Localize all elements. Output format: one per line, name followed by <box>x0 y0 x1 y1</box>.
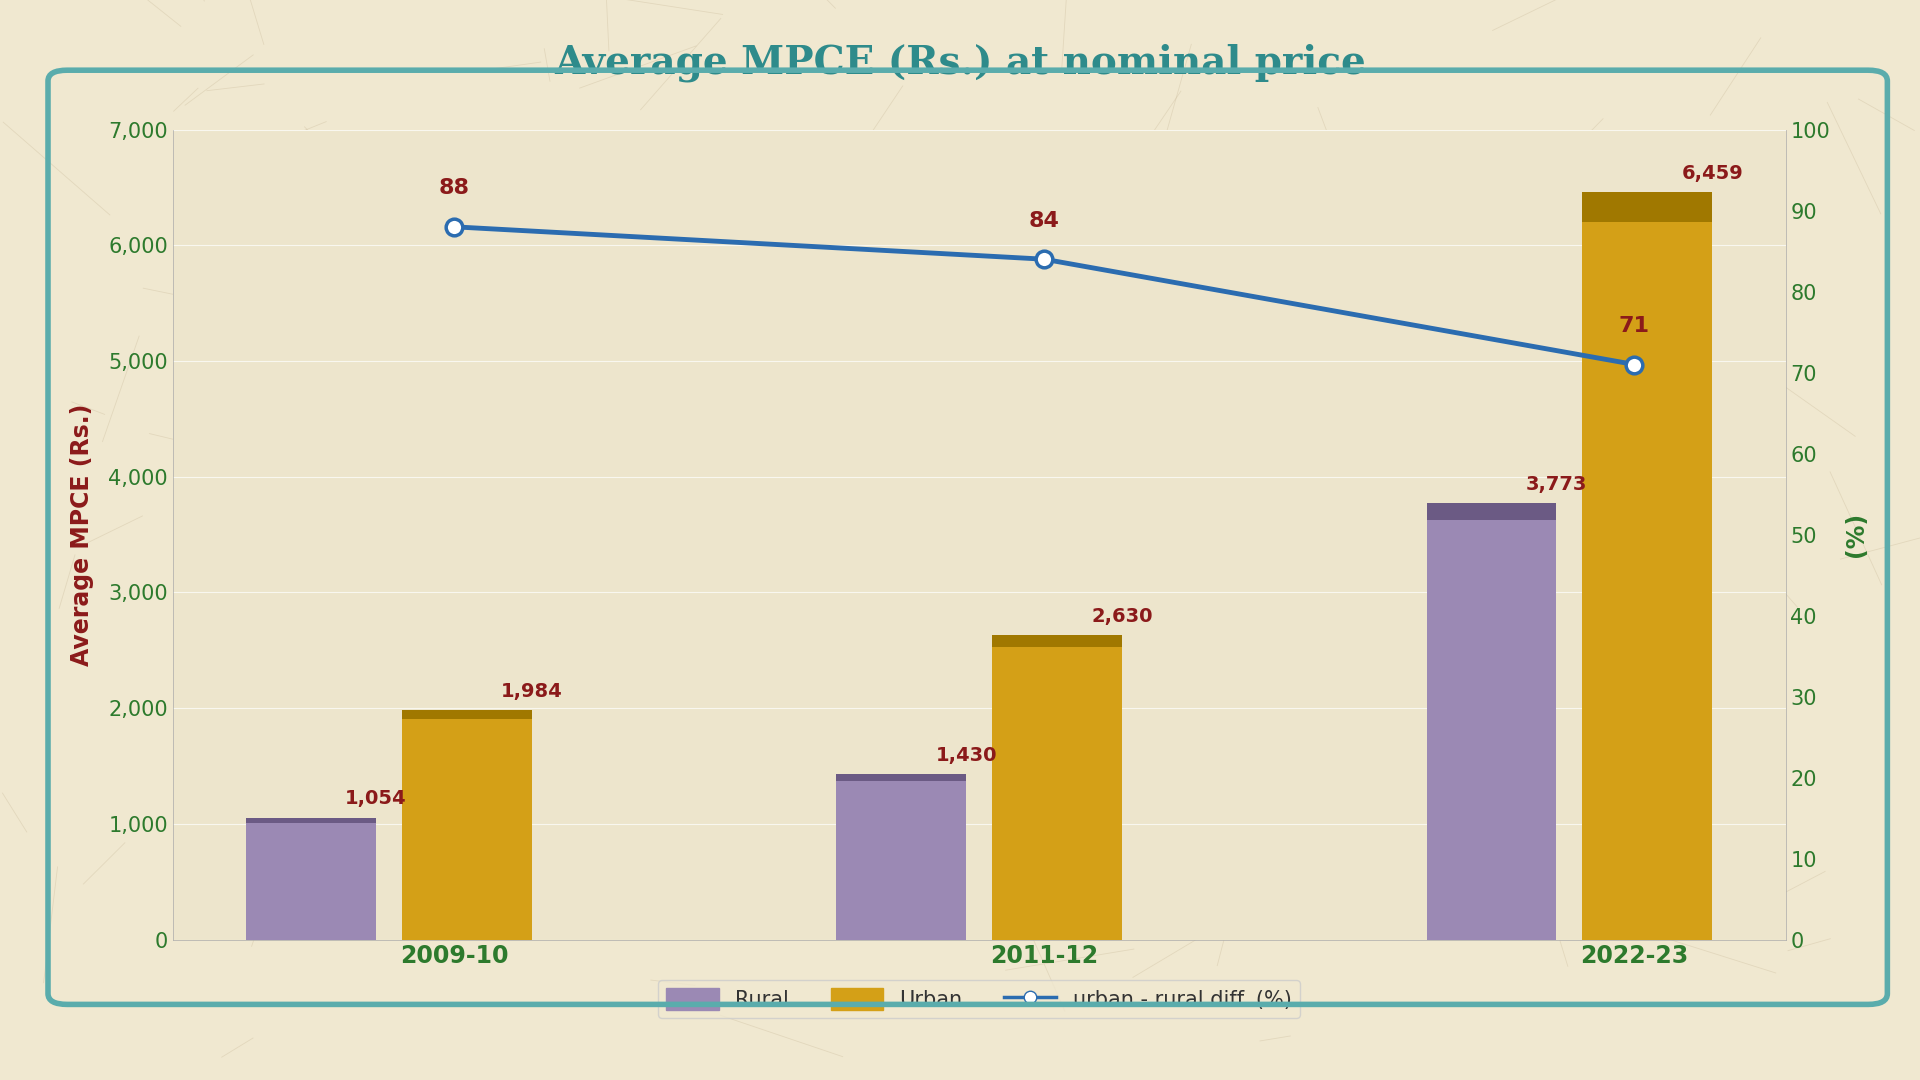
Text: 6,459: 6,459 <box>1682 164 1743 183</box>
Text: 1,984: 1,984 <box>501 681 563 701</box>
Bar <box>837 774 966 781</box>
Text: Average MPCE (Rs.) at nominal price: Average MPCE (Rs.) at nominal price <box>555 43 1365 82</box>
Bar <box>837 774 966 940</box>
Bar <box>1427 503 1557 940</box>
Text: 3,773: 3,773 <box>1526 475 1588 494</box>
Text: 88: 88 <box>438 178 468 199</box>
Bar <box>993 635 1121 940</box>
Text: 2,630: 2,630 <box>1091 607 1152 626</box>
Bar <box>993 635 1121 647</box>
Bar <box>246 818 376 823</box>
Bar <box>401 710 532 719</box>
Y-axis label: Average MPCE (Rs.): Average MPCE (Rs.) <box>71 404 94 665</box>
Text: 1,430: 1,430 <box>935 746 996 765</box>
Text: 71: 71 <box>1619 316 1649 336</box>
Y-axis label: (%): (%) <box>1843 512 1868 557</box>
Bar <box>1582 192 1713 940</box>
Text: 1,054: 1,054 <box>346 789 407 808</box>
Legend: Rural, Urban, urban - rural diff. (%): Rural, Urban, urban - rural diff. (%) <box>659 980 1300 1018</box>
Bar <box>1582 192 1713 222</box>
Text: 84: 84 <box>1029 211 1060 231</box>
Bar <box>246 818 376 940</box>
Bar <box>1427 503 1557 521</box>
Bar <box>401 710 532 940</box>
